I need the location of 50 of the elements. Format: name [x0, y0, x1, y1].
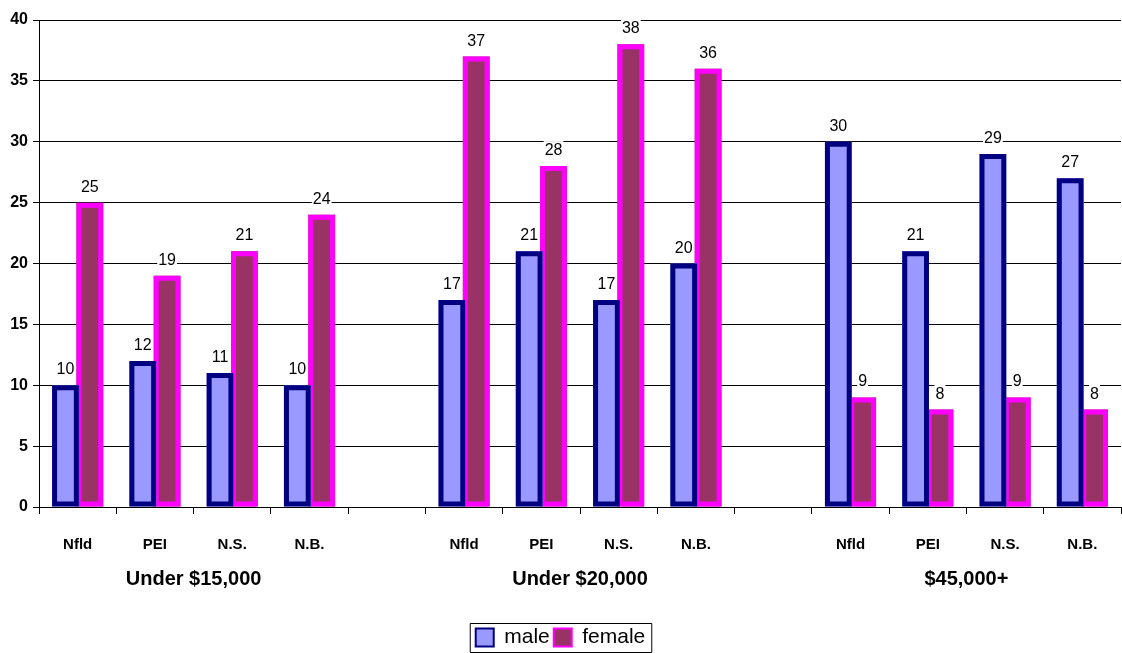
y-tick-label: 5: [19, 436, 29, 454]
y-tick-label: 15: [10, 314, 29, 332]
x-tick-label: N.B.: [294, 535, 325, 553]
x-tick-label: Nfld: [835, 535, 866, 553]
data-label: 29: [984, 128, 1002, 146]
x-tick-label: N.B.: [680, 535, 711, 553]
y-tick-label: 20: [10, 253, 29, 271]
y-tick-label: 25: [10, 193, 29, 211]
data-label: 28: [544, 141, 563, 159]
text: $45,000+: [924, 566, 1009, 589]
data-label: 12: [133, 335, 152, 353]
data-label: 9: [1012, 372, 1022, 390]
data-label: 20: [674, 238, 693, 256]
data-label: 21: [520, 226, 539, 244]
x-tick-label: Nfld: [63, 535, 93, 553]
data-label: 10: [288, 360, 307, 378]
data-label: 11: [211, 348, 229, 366]
data-label: 8: [935, 384, 945, 402]
x-tick-label: Nfld: [449, 535, 479, 553]
y-tick-label: 0: [19, 497, 29, 515]
data-label: 8: [1090, 384, 1100, 402]
data-label: 27: [1061, 153, 1080, 171]
data-label: 36: [699, 43, 718, 61]
x-tick-label: N.S.: [990, 535, 1020, 553]
x-tick-label: N.S.: [217, 535, 247, 553]
y-tick-label: 35: [10, 71, 29, 89]
x-tick-label: PEI: [142, 535, 168, 553]
data-label: 30: [829, 116, 848, 134]
text: Under $15,000: [125, 566, 262, 589]
y-tick-label: 10: [10, 375, 29, 393]
legend-label: female: [582, 624, 646, 648]
x-tick-label: N.B.: [1067, 535, 1098, 553]
x-tick-label: N.S.: [604, 535, 634, 553]
y-tick-label: 40: [10, 10, 29, 28]
data-label: 17: [443, 275, 461, 293]
x-tick-label: PEI: [915, 535, 940, 553]
data-label: 10: [56, 360, 75, 378]
data-label: 37: [467, 31, 486, 49]
y-tick-label: 30: [10, 132, 29, 150]
data-label: 19: [158, 250, 177, 268]
data-label: 25: [80, 177, 99, 195]
data-label: 17: [597, 275, 616, 293]
data-label: 38: [621, 19, 640, 37]
data-label: 21: [235, 226, 254, 244]
data-label: 9: [858, 372, 868, 390]
data-label: 21: [906, 226, 925, 244]
legend-label: male: [504, 624, 550, 648]
text: Under $20,000: [512, 566, 648, 589]
x-tick-label: PEI: [529, 535, 554, 553]
data-label: 24: [312, 189, 331, 207]
